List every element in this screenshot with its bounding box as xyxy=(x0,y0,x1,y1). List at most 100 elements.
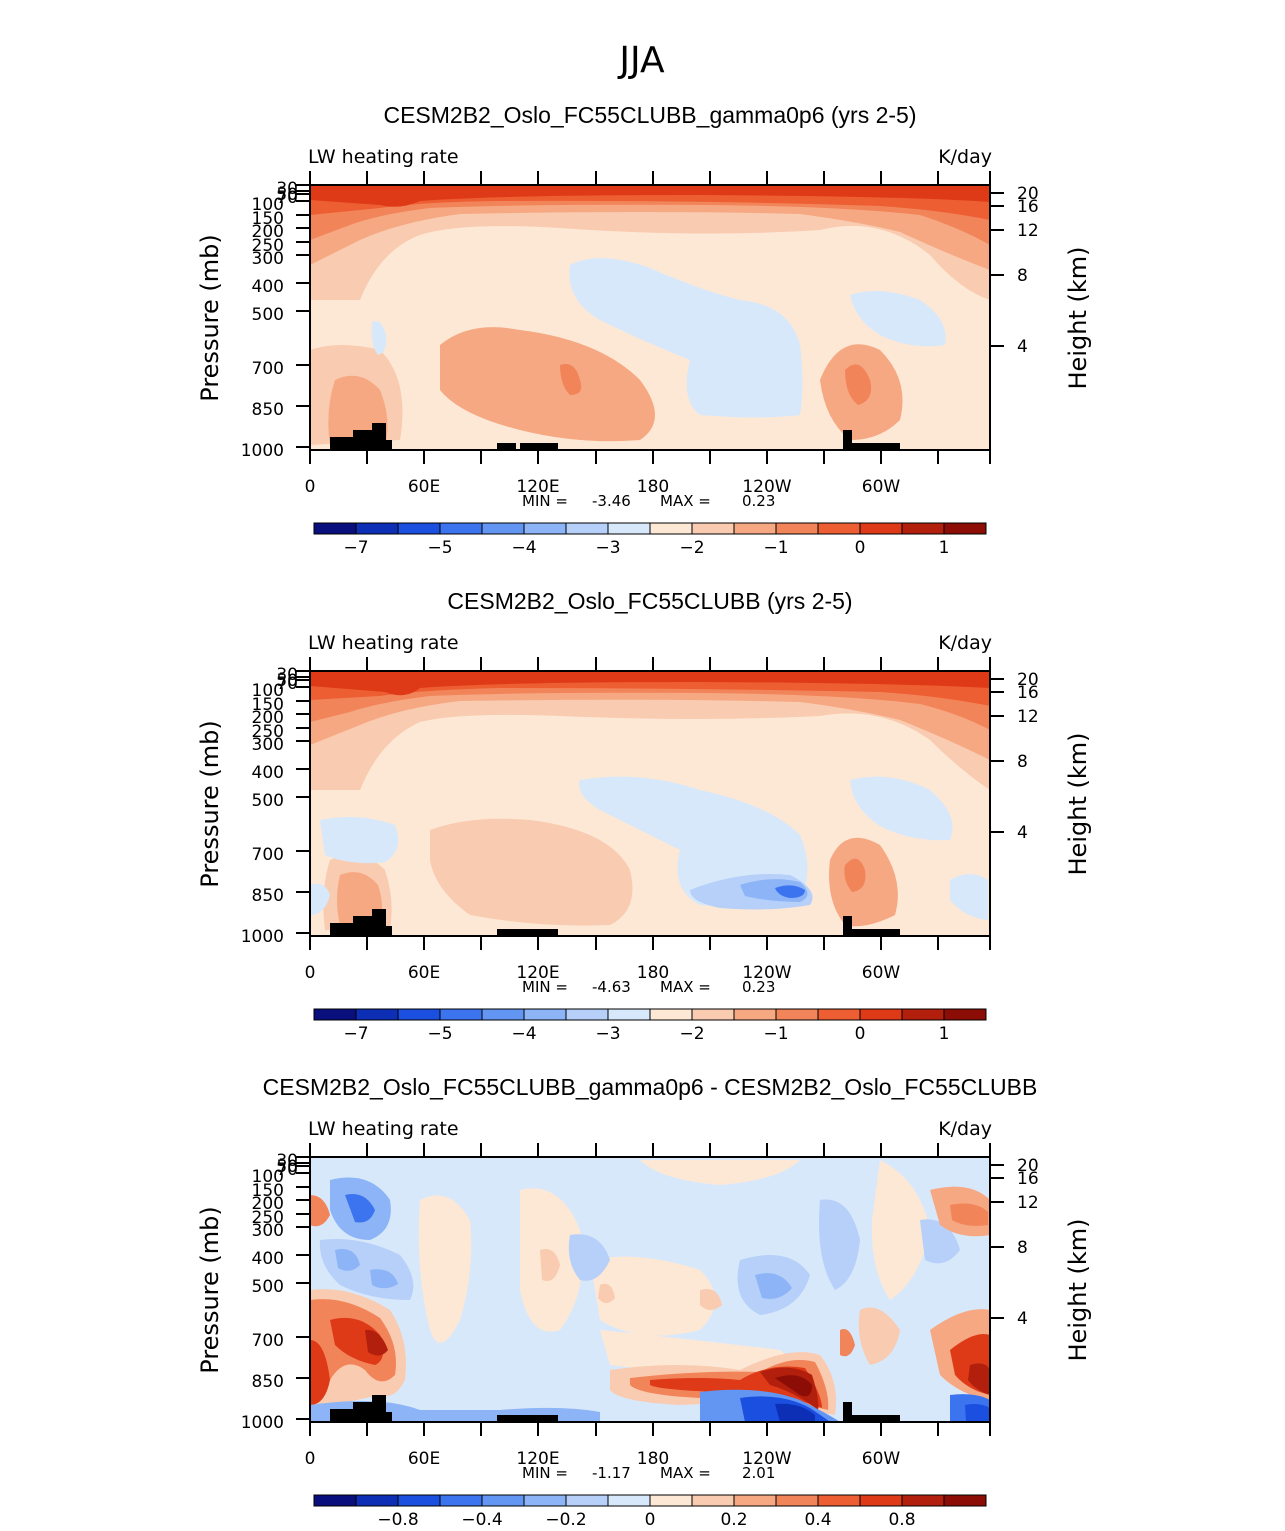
colorbar-swatch xyxy=(314,523,357,534)
panel-2-cbar-label: −1 xyxy=(763,1024,788,1044)
panel-3-y2tick-4: 4 xyxy=(1017,1309,1028,1329)
colorbar-swatch xyxy=(902,1009,945,1020)
panel-3-cbar-label: 0.8 xyxy=(888,1510,915,1530)
colorbar-swatch xyxy=(818,1009,861,1020)
panel-2-ytick-70: 70 xyxy=(276,674,298,694)
panel-3-ytick-150: 150 xyxy=(252,1181,284,1201)
panel-3-ytick-500: 500 xyxy=(252,1277,284,1297)
panel-3-max-label: MAX = xyxy=(660,1464,711,1482)
panel-1-y2tick-12: 12 xyxy=(1017,221,1039,241)
colorbar-swatch xyxy=(566,523,609,534)
panel-3-cbar-label: 0.4 xyxy=(804,1510,831,1530)
colorbar-swatch xyxy=(398,1009,441,1020)
panel-1-ytick-30: 30 xyxy=(276,179,298,199)
panel-2-y2tick-8: 8 xyxy=(1017,752,1028,772)
colorbar-swatch xyxy=(860,523,903,534)
panel-1-cbar-label: −3 xyxy=(595,538,620,558)
panel-1: CESM2B2_Oslo_FC55CLUBB_gamma0p6 (yrs 2-5… xyxy=(196,102,1092,558)
panel-3-ytick-100: 100 xyxy=(252,1167,284,1187)
colorbar-border xyxy=(313,522,987,535)
colorbar-swatch xyxy=(524,523,567,534)
panel-1-min-value: -3.46 xyxy=(592,492,631,510)
panel-2-ytick-850: 850 xyxy=(252,886,284,906)
panel-2-ylabel: Pressure (mb) xyxy=(196,720,224,887)
colorbar-swatch xyxy=(818,523,861,534)
panel-1-ytick-150: 150 xyxy=(252,209,284,229)
colorbar-swatch xyxy=(692,1495,735,1506)
panel-2-ytick-100: 100 xyxy=(252,681,284,701)
panel-2-ytick-1000: 1000 xyxy=(241,927,284,947)
panel-3-title: CESM2B2_Oslo_FC55CLUBB_gamma0p6 - CESM2B… xyxy=(263,1074,1038,1100)
panel-3-units: K/day xyxy=(938,1118,992,1140)
panel-2-ytick-150: 150 xyxy=(252,695,284,715)
panel-1-cbar-label: 1 xyxy=(939,538,950,558)
panel-1-ytick-850: 850 xyxy=(252,400,284,420)
colorbar-swatch xyxy=(944,1495,987,1506)
figure-title: JJA xyxy=(617,40,665,81)
colorbar-swatch xyxy=(356,523,399,534)
panel-3: CESM2B2_Oslo_FC55CLUBB_gamma0p6 - CESM2B… xyxy=(196,1074,1092,1530)
colorbar-swatch xyxy=(734,523,777,534)
panel-2-xtick-60w: 60W xyxy=(862,963,901,983)
panel-2-cbar-label: −7 xyxy=(343,1024,368,1044)
axis-ticks xyxy=(296,171,1004,1436)
panel-1-xtick-180: 180 xyxy=(637,477,669,497)
panel-3-xtick-180: 180 xyxy=(637,1449,669,1469)
panel-3-cbar-label: −0.8 xyxy=(377,1510,418,1530)
panel-3-cbar-label: 0.2 xyxy=(720,1510,747,1530)
colorbar-swatch xyxy=(776,1495,819,1506)
panel-3-ytick-700: 700 xyxy=(252,1331,284,1351)
panel-3-y2tick-8: 8 xyxy=(1017,1238,1028,1258)
panel-2-ytick-200: 200 xyxy=(252,708,284,728)
panel-3-cbar-label: 0 xyxy=(645,1510,656,1530)
panel-1-y2tick-8: 8 xyxy=(1017,266,1028,286)
panel-2-xtick-120e: 120E xyxy=(516,963,559,983)
colorbar-swatch xyxy=(650,1495,693,1506)
panel-1-cbar-label: −7 xyxy=(343,538,368,558)
panel-1-ytick-300: 300 xyxy=(252,249,284,269)
panel-2-ytick-700: 700 xyxy=(252,845,284,865)
panel-3-min-label: MIN = xyxy=(522,1464,568,1482)
panel-2-xtick-120w: 120W xyxy=(742,963,791,983)
panel-1-title: CESM2B2_Oslo_FC55CLUBB_gamma0p6 (yrs 2-5… xyxy=(383,102,916,128)
panel-1-xtick-60e: 60E xyxy=(408,477,440,497)
panel-1-ytick-200: 200 xyxy=(252,222,284,242)
colorbar-swatch xyxy=(902,523,945,534)
panel-3-max-value: 2.01 xyxy=(742,1464,775,1482)
panel-2-ytick-50: 50 xyxy=(276,671,298,691)
colorbar-swatch xyxy=(356,1009,399,1020)
panel-1-ytick-1000: 1000 xyxy=(241,441,284,461)
panel-3-y2tick-16: 16 xyxy=(1017,1169,1039,1189)
panel-2-y2tick-12: 12 xyxy=(1017,707,1039,727)
panel-3-ylabel: Pressure (mb) xyxy=(196,1206,224,1373)
colorbar-swatch xyxy=(860,1009,903,1020)
panel-2-ytick-300: 300 xyxy=(252,735,284,755)
panel-3-ytick-30: 30 xyxy=(276,1151,298,1171)
panel-2-ytick-30: 30 xyxy=(276,665,298,685)
colorbar-swatch xyxy=(944,523,987,534)
colorbar-swatch xyxy=(440,1009,483,1020)
colorbar-swatch xyxy=(818,1495,861,1506)
panel-2-min-value: -4.63 xyxy=(592,978,631,996)
panel-2-max-value: 0.23 xyxy=(742,978,775,996)
colorbar-swatch xyxy=(860,1495,903,1506)
panel-2-cbar-label: 1 xyxy=(939,1024,950,1044)
panel-2-ytick-400: 400 xyxy=(252,763,284,783)
panel-1-ytick-250: 250 xyxy=(252,236,284,256)
panel-3-xtick-60e: 60E xyxy=(408,1449,440,1469)
colorbar-swatch xyxy=(524,1009,567,1020)
panel-1-cbar-label: −2 xyxy=(679,538,704,558)
panel-1-xtick-120w: 120W xyxy=(742,477,791,497)
colorbar-swatch xyxy=(902,1495,945,1506)
panel-1-min-label: MIN = xyxy=(522,492,568,510)
panel-3-cbar-label: −0.2 xyxy=(545,1510,586,1530)
colorbar-swatch xyxy=(398,523,441,534)
panel-2-y2tick-4: 4 xyxy=(1017,823,1028,843)
panel-2-ytick-500: 500 xyxy=(252,791,284,811)
panel-1-cbar-label: −1 xyxy=(763,538,788,558)
colorbar-swatch xyxy=(524,1495,567,1506)
colorbar-swatch xyxy=(356,1495,399,1506)
panel-2-cbar-label: −4 xyxy=(511,1024,536,1044)
panel-2-xtick-180: 180 xyxy=(637,963,669,983)
